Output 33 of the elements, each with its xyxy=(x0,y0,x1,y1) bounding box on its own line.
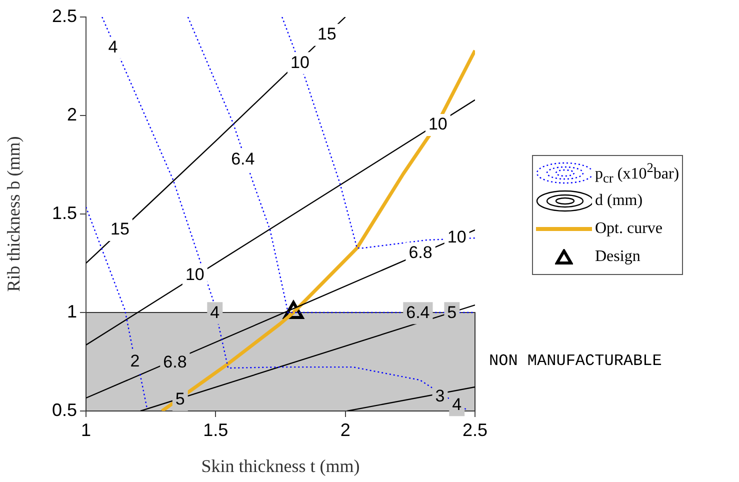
y-tick-label: 0.5 xyxy=(52,400,77,420)
annotation: 4 xyxy=(210,302,220,322)
y-tick-label: 1 xyxy=(66,301,77,322)
annotation: 4 xyxy=(452,394,462,414)
legend-label: Design xyxy=(595,248,640,266)
y-tick-label: 2.5 xyxy=(52,6,77,26)
x-axis-title: Skin thickness t (mm) xyxy=(201,456,360,476)
x-tick-label: 1 xyxy=(80,420,92,440)
annotation: 6.8 xyxy=(163,352,187,372)
annotation: 10 xyxy=(447,227,466,246)
annotation: 2 xyxy=(130,352,140,371)
legend-label: Opt. curve xyxy=(595,220,663,238)
y-axis-title: Rib thickness b (mm) xyxy=(4,136,24,292)
x-tick-label: 2 xyxy=(340,420,350,440)
x-tick-label: 2.5 xyxy=(462,420,488,440)
y-tick-label: 2 xyxy=(66,104,77,124)
annotation: 10 xyxy=(428,114,448,134)
annotation: 6.8 xyxy=(408,243,432,262)
band-label: NON MANUFACTURABLE xyxy=(489,352,662,370)
annotation: 10 xyxy=(290,52,310,72)
annotation: 3 xyxy=(435,386,445,406)
annotation: 6.4 xyxy=(406,302,430,322)
annotation: 5 xyxy=(447,302,457,322)
annotation: 5 xyxy=(175,390,185,409)
x-tick-label: 1.5 xyxy=(203,420,228,440)
annotation: 15 xyxy=(110,220,130,239)
legend-label: p$_{cr}$ (x10$^{2}$bar) xyxy=(595,160,680,186)
legend-label: d (mm) xyxy=(595,192,643,210)
annotation: 6.4 xyxy=(231,150,255,169)
annotation: 4 xyxy=(108,38,118,57)
y-tick-label: 1.5 xyxy=(52,202,77,223)
annotation: 10 xyxy=(185,264,204,284)
annotation: 15 xyxy=(317,24,336,44)
